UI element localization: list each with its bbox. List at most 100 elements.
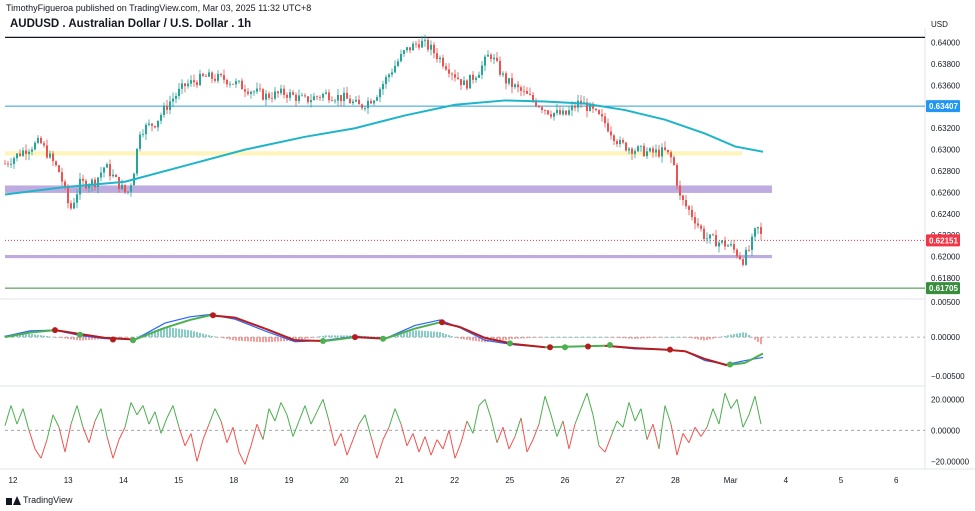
osc-segment: [484, 399, 492, 419]
macd-histogram-bar: [280, 337, 282, 342]
candle-body: [553, 112, 555, 117]
macd-cross-dot: [439, 319, 445, 326]
candle-body: [67, 187, 69, 204]
candle-body: [724, 240, 726, 247]
time-tick-label: 13: [64, 476, 73, 485]
candle-body: [637, 146, 639, 152]
candle-body: [307, 96, 309, 103]
macd-histogram-bar: [34, 334, 36, 338]
footer: TradingView: [6, 495, 73, 505]
osc-segment: [142, 405, 150, 425]
osc-segment: [352, 423, 360, 440]
candle-body: [505, 73, 507, 84]
candle-body: [151, 123, 153, 126]
osc-segment: [280, 402, 288, 416]
candle-body: [364, 108, 366, 109]
candle-body: [106, 164, 108, 168]
time-tick-label: Mar: [724, 476, 738, 485]
macd-histogram-bar: [64, 337, 66, 339]
osc-segment: [586, 392, 594, 415]
osc-segment: [442, 430, 450, 450]
macd-histogram-bar: [619, 337, 621, 339]
macd-histogram-bar: [433, 331, 435, 338]
osc-segment: [250, 423, 258, 446]
candle-body: [244, 89, 246, 92]
osc-segment: [700, 426, 708, 437]
macd-signal-segment: [634, 347, 666, 351]
osc-segment: [178, 427, 186, 446]
macd-histogram-bar: [682, 337, 684, 338]
osc-segment: [130, 402, 138, 416]
macd-pane: [4, 312, 925, 368]
candle-body: [622, 139, 624, 143]
macd-histogram-bar: [754, 337, 756, 340]
osc-segment: [268, 408, 276, 422]
candle-body: [535, 100, 537, 106]
macd-histogram-bar: [577, 337, 579, 338]
macd-histogram-bar: [607, 337, 609, 338]
candle-body: [721, 240, 723, 243]
candle-body: [709, 234, 711, 239]
candle-body: [541, 107, 543, 111]
candle-body: [97, 177, 99, 187]
osc-segment: [676, 433, 684, 456]
macd-histogram-bar: [367, 336, 369, 338]
macd-histogram-bar: [334, 335, 336, 338]
osc-segment: [652, 424, 660, 450]
candle-body: [166, 105, 168, 110]
macd-signal-segment: [4, 331, 31, 339]
osc-segment: [4, 405, 12, 426]
macd-histogram-bar: [463, 337, 465, 340]
osc-segment: [580, 392, 588, 409]
macd-histogram-bar: [331, 335, 333, 338]
candle-body: [613, 135, 615, 142]
candle-body: [52, 153, 54, 162]
candle-body: [211, 72, 213, 79]
macd-histogram-bar: [700, 337, 702, 340]
time-tick-label: 28: [671, 476, 680, 485]
candle-body: [190, 80, 192, 84]
macd-signal-segment: [384, 327, 416, 340]
candle-body: [607, 123, 609, 132]
candle-body: [511, 78, 513, 88]
candle-body: [139, 134, 141, 149]
macd-histogram-bar: [721, 336, 723, 338]
macd-histogram-bar: [151, 331, 153, 338]
candle-body: [598, 110, 600, 115]
macd-histogram-bar: [622, 337, 624, 339]
candle-body: [631, 148, 633, 154]
macd-histogram-bar: [445, 334, 447, 338]
candle-body: [358, 99, 360, 105]
candle-body: [388, 74, 390, 78]
candle-body: [685, 199, 687, 207]
candle-body: [286, 94, 288, 98]
candle-body: [28, 151, 30, 154]
macd-histogram-bar: [25, 333, 27, 338]
current-price-line-badge: 0.62151: [929, 236, 958, 245]
osc-segment: [334, 433, 342, 447]
candle-body: [496, 57, 498, 61]
candle-body: [529, 93, 531, 95]
osc-segment: [412, 433, 420, 453]
candle-body: [154, 125, 156, 128]
candle-body: [478, 74, 480, 78]
macd-histogram-bar: [373, 336, 375, 338]
macd-histogram-bar: [187, 329, 189, 338]
candle-body: [76, 194, 78, 203]
macd-signal-segment: [54, 329, 81, 336]
resistance-line-badge-bg: [926, 100, 960, 113]
macd-histogram-bar: [649, 337, 651, 339]
macd-histogram-bar: [262, 337, 264, 343]
candle-body: [514, 84, 516, 88]
macd-signal-segment: [354, 336, 386, 340]
macd-histogram-bar: [547, 337, 549, 338]
macd-histogram-bar: [568, 337, 570, 338]
macd-histogram-bar: [562, 337, 564, 338]
macd-histogram-bar: [88, 337, 90, 340]
resistance-line-badge: 0.63407: [929, 102, 958, 111]
macd-histogram-bar: [469, 337, 471, 341]
candle-body: [217, 73, 219, 81]
candle-body: [94, 179, 96, 187]
candle-body: [256, 88, 258, 92]
